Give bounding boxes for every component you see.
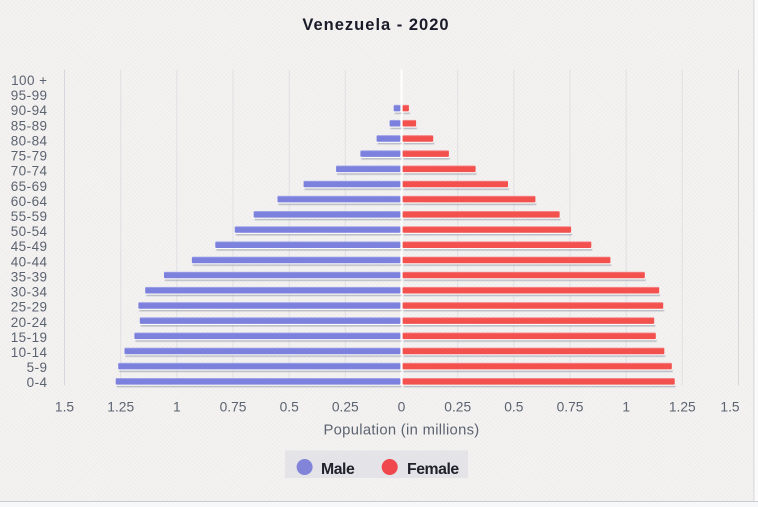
svg-text:50-54: 50-54 (11, 224, 48, 239)
svg-text:10-14: 10-14 (11, 345, 48, 360)
svg-text:95-99: 95-99 (11, 88, 48, 103)
svg-text:65-69: 65-69 (11, 179, 48, 194)
svg-text:1.25: 1.25 (107, 400, 134, 415)
svg-text:0.25: 0.25 (444, 400, 471, 415)
svg-text:Male: Male (321, 461, 355, 478)
svg-text:5-9: 5-9 (27, 360, 48, 375)
svg-text:25-29: 25-29 (11, 300, 48, 315)
svg-text:0.75: 0.75 (220, 400, 247, 415)
svg-text:90-94: 90-94 (11, 103, 48, 118)
svg-text:Female: Female (407, 461, 459, 478)
svg-text:35-39: 35-39 (11, 269, 48, 284)
svg-text:100 +: 100 + (11, 73, 47, 88)
svg-text:0.5: 0.5 (504, 400, 524, 415)
svg-text:0.25: 0.25 (332, 400, 359, 415)
svg-text:0.75: 0.75 (557, 400, 584, 415)
svg-text:30-34: 30-34 (11, 285, 48, 300)
svg-text:40-44: 40-44 (11, 254, 48, 269)
svg-text:60-64: 60-64 (11, 194, 48, 209)
svg-text:15-19: 15-19 (11, 330, 48, 345)
svg-text:0: 0 (398, 400, 406, 415)
svg-text:Venezuela - 2020: Venezuela - 2020 (302, 16, 449, 34)
svg-text:0.5: 0.5 (280, 400, 300, 415)
svg-text:0-4: 0-4 (27, 375, 48, 390)
svg-text:1.25: 1.25 (669, 400, 696, 415)
svg-text:1.5: 1.5 (55, 400, 75, 415)
svg-text:1: 1 (173, 400, 181, 415)
svg-text:85-89: 85-89 (11, 118, 48, 133)
svg-text:70-74: 70-74 (11, 164, 48, 179)
svg-text:1.5: 1.5 (720, 400, 740, 415)
svg-text:55-59: 55-59 (11, 209, 48, 224)
svg-text:1: 1 (622, 400, 630, 415)
svg-text:45-49: 45-49 (11, 239, 48, 254)
svg-text:20-24: 20-24 (11, 315, 48, 330)
svg-text:Population (in millions): Population (in millions) (323, 423, 479, 439)
svg-text:80-84: 80-84 (11, 133, 48, 148)
svg-text:75-79: 75-79 (11, 149, 48, 164)
